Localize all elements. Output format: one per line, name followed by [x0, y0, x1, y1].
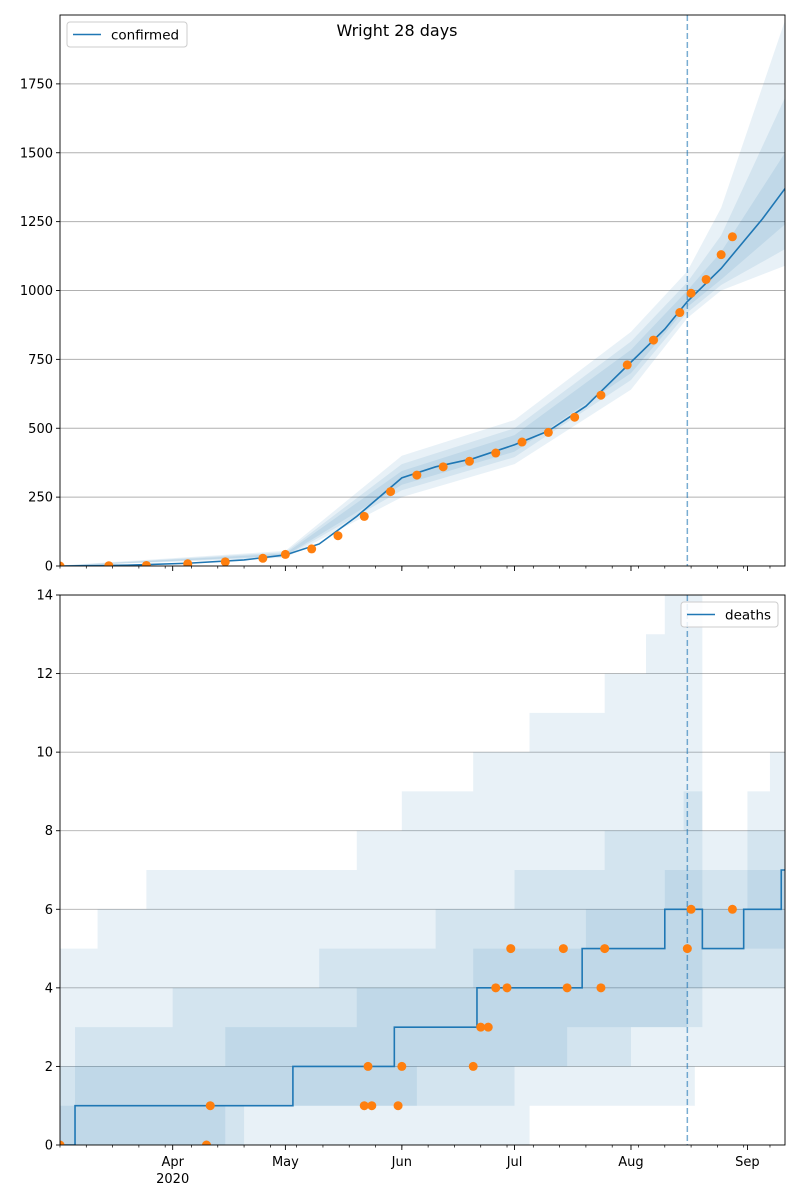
observed-point	[359, 511, 369, 521]
observed-point	[393, 1101, 403, 1111]
y-tick-label: 1000	[20, 284, 53, 299]
observed-point	[727, 232, 737, 242]
observed-point	[483, 1022, 493, 1032]
observed-point	[570, 412, 580, 422]
uncertainty-band	[60, 791, 785, 1145]
observed-point	[543, 427, 553, 437]
observed-point	[502, 983, 512, 993]
confirmed-chart: 0 250 500 750 1000 1250 1500 1750 confirmed Wrigh…	[20, 14, 786, 575]
axes-frame	[59, 594, 786, 1146]
x-tick-year-label: 2020	[156, 1172, 189, 1187]
plot-area	[60, 595, 785, 1145]
x-tick-label: Jun	[391, 1155, 412, 1170]
model-line	[60, 869, 785, 1145]
observed-point	[491, 983, 501, 993]
x-tick-label: Apr	[161, 1155, 184, 1170]
observed-point	[359, 1101, 369, 1111]
observed-point	[468, 1061, 478, 1071]
y-tick-label: 750	[28, 353, 53, 368]
y-tick-label: 6	[45, 903, 53, 918]
observed-point	[438, 462, 448, 472]
observed-point	[141, 560, 151, 566]
observed-point	[491, 448, 501, 458]
observed-point	[183, 559, 193, 566]
y-tick-label: 12	[36, 667, 53, 682]
x-tick-label: Jul	[506, 1155, 523, 1170]
observed-point	[363, 1061, 373, 1071]
plot-area	[60, 15, 785, 566]
observed-point	[622, 360, 632, 370]
observed-point	[562, 983, 572, 993]
legend-label: confirmed	[111, 28, 179, 44]
y-tick-label: 2	[45, 1060, 53, 1075]
observed-point	[202, 1140, 212, 1145]
y-tick-label: 1250	[20, 215, 53, 230]
uncertainty-band	[60, 595, 785, 1145]
legend: confirmed	[66, 21, 188, 48]
observed-point	[727, 904, 737, 914]
observed-point	[506, 944, 516, 954]
y-tick-label: 1750	[20, 77, 53, 92]
legend-label: deaths	[725, 608, 771, 624]
observed-point	[280, 549, 290, 559]
model-line	[60, 188, 785, 566]
y-tick-label: 14	[36, 589, 53, 604]
y-tick-label: 1500	[20, 146, 53, 161]
observed-point	[60, 561, 65, 566]
y-tick-label: 10	[36, 746, 53, 761]
observed-point	[517, 437, 527, 447]
observed-point	[649, 335, 659, 345]
observed-point	[412, 470, 422, 480]
observed-point	[558, 944, 568, 954]
observed-point	[600, 944, 610, 954]
uncertainty-band	[60, 97, 785, 566]
observed-point	[596, 983, 606, 993]
observed-point	[205, 1101, 215, 1111]
legend: deaths	[680, 601, 779, 628]
observed-point	[476, 1022, 486, 1032]
legend-box	[680, 601, 779, 628]
y-tick-label: 8	[45, 824, 53, 839]
y-tick-label: 4	[45, 981, 53, 996]
y-tick-label: 0	[45, 560, 53, 575]
observed-point	[367, 1101, 377, 1111]
observed-point	[686, 288, 696, 298]
observed-point	[258, 553, 268, 563]
observed-point	[464, 456, 474, 466]
legend-box	[66, 21, 188, 48]
observed-point	[716, 250, 726, 260]
uncertainty-band	[60, 20, 785, 566]
observed-point	[701, 274, 711, 284]
observed-point	[333, 531, 343, 541]
observed-point	[397, 1061, 407, 1071]
observed-point	[60, 1140, 65, 1145]
x-tick-label: Sep	[735, 1155, 760, 1170]
observed-point	[686, 904, 696, 914]
observed-point	[596, 390, 606, 400]
observed-point	[386, 487, 396, 497]
observed-point	[220, 557, 230, 566]
deaths-chart: 0 2 4 6 8 10 12 14 Apr 2020 May Jun Jul Aug Sep deaths	[36, 589, 786, 1187]
observed-point	[682, 944, 692, 954]
observed-point	[675, 308, 685, 318]
observed-point	[307, 544, 317, 554]
x-tick-label: May	[272, 1155, 299, 1170]
y-tick-label: 250	[28, 491, 53, 506]
x-tick-label: Aug	[618, 1155, 643, 1170]
observed-point	[104, 561, 114, 566]
uncertainty-band	[60, 830, 785, 1145]
chart-title: Wright 28 days	[337, 21, 458, 40]
y-tick-label: 0	[45, 1139, 53, 1154]
y-tick-label: 500	[28, 422, 53, 437]
uncertainty-band	[60, 152, 785, 566]
